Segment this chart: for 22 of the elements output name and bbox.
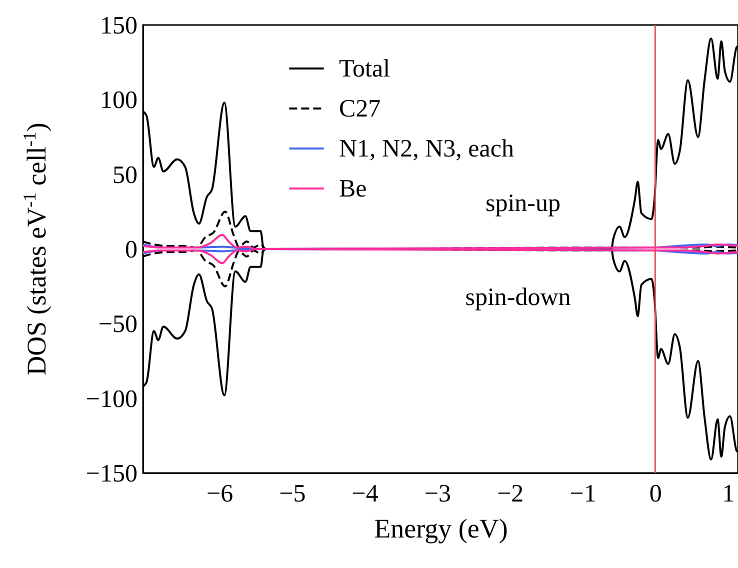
y-tick-label: −100 — [86, 386, 138, 413]
x-tick-label: 1 — [722, 480, 735, 508]
legend-label: N1, N2, N3, each — [339, 136, 514, 162]
legend-label: C27 — [339, 96, 381, 122]
annotation: spin-down — [465, 284, 572, 311]
y-tick-label: 100 — [100, 87, 138, 114]
x-tick-label: −2 — [497, 480, 524, 508]
y-tick-label: −50 — [98, 311, 138, 338]
x-tick-label: −1 — [570, 480, 596, 508]
legend-label: Total — [339, 56, 390, 82]
x-axis-title: Energy (eV) — [374, 514, 508, 544]
x-tick-label: −4 — [352, 480, 379, 508]
x-tick-label: −6 — [206, 480, 234, 508]
legend-label: Be — [339, 176, 367, 202]
y-tick-label: −150 — [86, 460, 138, 488]
y-tick-label: 150 — [100, 12, 138, 40]
annotation: spin-up — [486, 190, 560, 217]
y-tick-label: 0 — [125, 236, 138, 264]
y-tick-label: 50 — [112, 162, 138, 189]
x-tick-label: 0 — [649, 480, 662, 508]
x-tick-label: −5 — [279, 480, 306, 508]
x-tick-label: −3 — [424, 480, 452, 508]
